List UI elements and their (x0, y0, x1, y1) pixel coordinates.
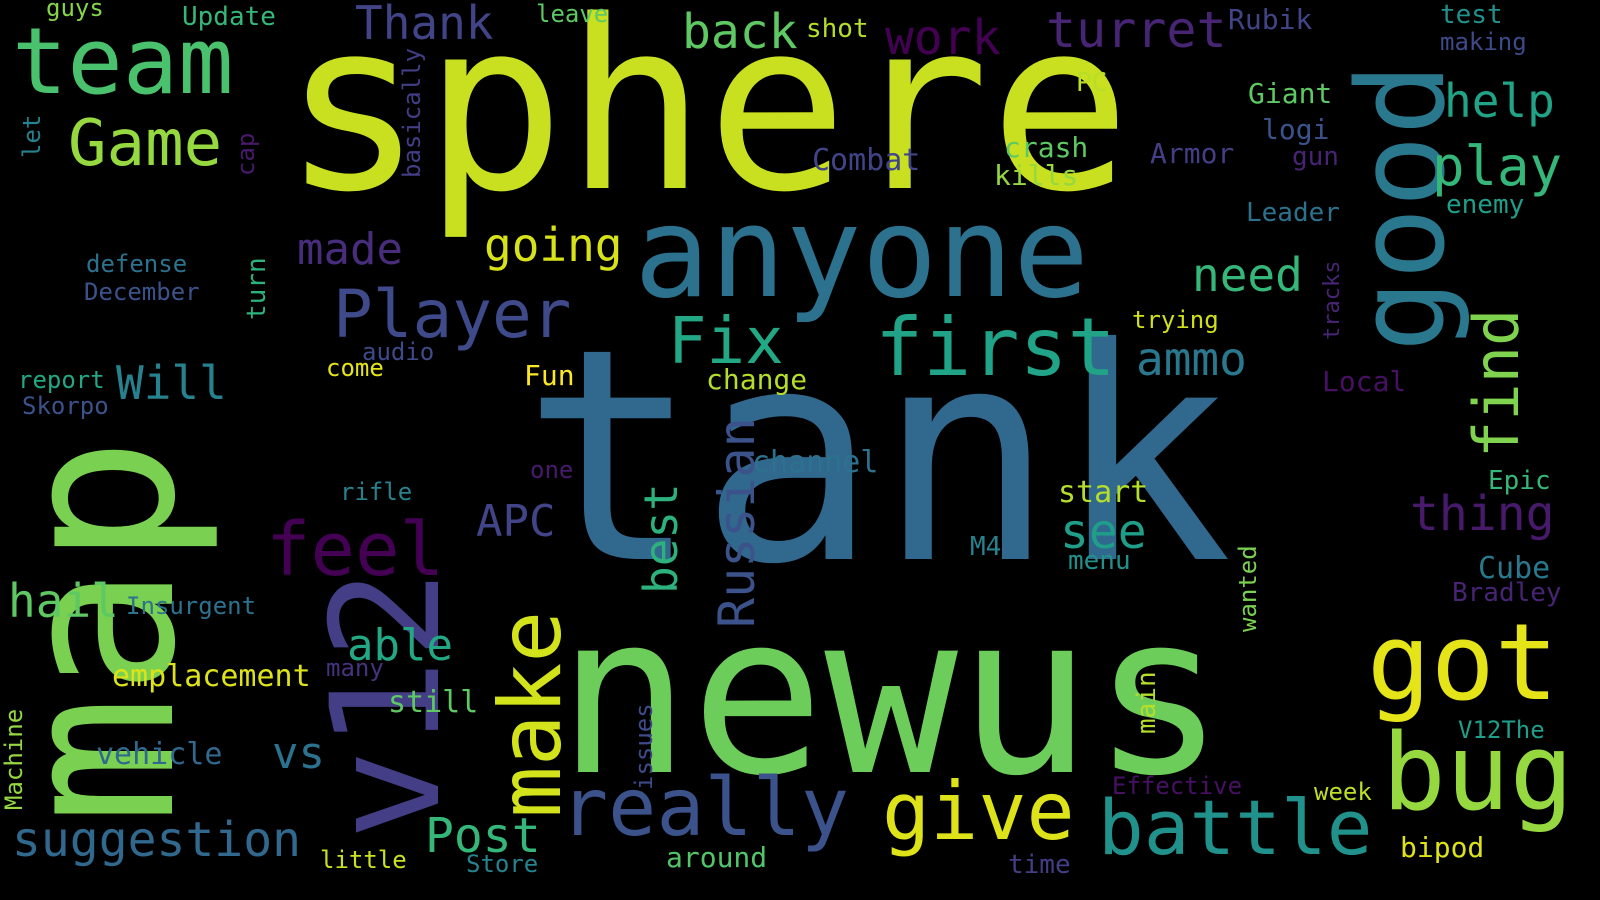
word-Local: Local (1322, 365, 1407, 398)
word-Player: Player (333, 276, 572, 353)
word-around: around (666, 841, 768, 874)
word-Fix: Fix (668, 305, 784, 379)
word-defense: defense (86, 250, 188, 278)
word-tracks: tracks (1320, 260, 1345, 340)
word-making: making (1440, 28, 1527, 56)
word-newus: newus (557, 567, 1226, 825)
word-Bradley: Bradley (1452, 578, 1562, 608)
word-hail: hail (8, 574, 119, 628)
word-really: really (560, 761, 849, 854)
word-Update: Update (182, 2, 276, 32)
word-battle: battle (1098, 783, 1373, 872)
word-emplacement: emplacement (112, 659, 311, 694)
word-let: let (18, 114, 46, 158)
word-M4: M4 (970, 532, 1002, 562)
word-turret: turret (1046, 1, 1227, 59)
word-many: many (326, 654, 384, 682)
word-main: main (1132, 671, 1162, 734)
word-time: time (1008, 850, 1071, 880)
word-leave: leave (536, 0, 609, 28)
word-basically: basically (398, 47, 426, 178)
word-still: still (388, 685, 479, 720)
word-PC: PC (1076, 68, 1108, 98)
word-help: help (1444, 74, 1555, 128)
word-best: best (634, 483, 688, 594)
word-cap: cap (232, 132, 260, 176)
word-Will: Will (116, 356, 227, 410)
word-V12The: V12The (1458, 716, 1545, 744)
word-Epic: Epic (1488, 466, 1551, 496)
word-Effective: Effective (1112, 772, 1243, 800)
word-tank: tank (522, 285, 1233, 629)
word-back: back (682, 4, 798, 60)
word-sphere: sphere (282, 0, 1131, 244)
word-one: one (530, 456, 574, 484)
word-Post: Post (425, 808, 541, 864)
word-Game: Game (68, 107, 223, 181)
word-able: able (347, 620, 453, 671)
word-vehicle: vehicle (96, 737, 223, 772)
word-Fun: Fun (524, 359, 575, 392)
word-Rubik: Rubik (1228, 3, 1313, 36)
word-Skorpo: Skorpo (22, 392, 109, 420)
word-audio: audio (362, 338, 435, 366)
word-wanted: wanted (1234, 545, 1262, 632)
word-guys: guys (46, 0, 104, 22)
word-Machine: Machine (0, 708, 28, 810)
word-turn: turn (242, 257, 272, 320)
word-going: going (484, 218, 623, 272)
word-feel: feel (266, 507, 445, 593)
word-change: change (706, 363, 808, 396)
word-kills: kills (994, 159, 1079, 192)
word-Thank: Thank (355, 0, 494, 50)
word-December: December (84, 278, 200, 306)
word-report: report (18, 366, 105, 394)
word-Store: Store (466, 850, 539, 878)
word-find: find (1460, 308, 1533, 458)
word-anyone: anyone (634, 179, 1090, 326)
word-bug: bug (1382, 711, 1574, 834)
word-Insurgent: Insurgent (126, 592, 257, 620)
word-logi: logi (1262, 113, 1330, 146)
word-Combat: Combat (812, 143, 921, 178)
word-first: first (875, 301, 1116, 394)
word-enemy: enemy (1446, 190, 1525, 220)
word-gun: gun (1292, 142, 1339, 172)
word-week: week (1314, 778, 1372, 806)
word-suggestion: suggestion (12, 812, 301, 868)
word-see: see (1060, 504, 1147, 560)
word-menu: menu (1068, 546, 1131, 576)
word-ammo: ammo (1136, 332, 1247, 386)
word-need: need (1192, 248, 1303, 302)
word-come: come (326, 354, 384, 382)
word-APC: APC (476, 496, 556, 547)
word-thing: thing (1410, 486, 1555, 542)
word-give: give (882, 765, 1075, 858)
word-work: work (885, 10, 1001, 66)
word-made: made (297, 224, 403, 275)
word-vs: vs (272, 728, 325, 779)
word-issues: issues (630, 703, 658, 790)
word-rifle: rifle (340, 478, 413, 506)
word-channel: channel (752, 445, 879, 480)
word-Cube: Cube (1478, 551, 1551, 586)
word-test: test (1440, 0, 1503, 30)
word-bipod: bipod (1400, 831, 1485, 864)
word-team: team (12, 8, 234, 115)
word-got: got (1367, 601, 1559, 724)
word-Armor: Armor (1150, 137, 1235, 170)
word-play: play (1432, 135, 1563, 198)
word-start: start (1058, 475, 1149, 510)
word-Leader: Leader (1246, 198, 1340, 228)
word-Giant: Giant (1248, 77, 1333, 110)
word-trying: trying (1132, 306, 1219, 334)
word-little: little (320, 846, 407, 874)
word-shot: shot (806, 14, 869, 44)
word-crash: crash (1004, 131, 1089, 164)
